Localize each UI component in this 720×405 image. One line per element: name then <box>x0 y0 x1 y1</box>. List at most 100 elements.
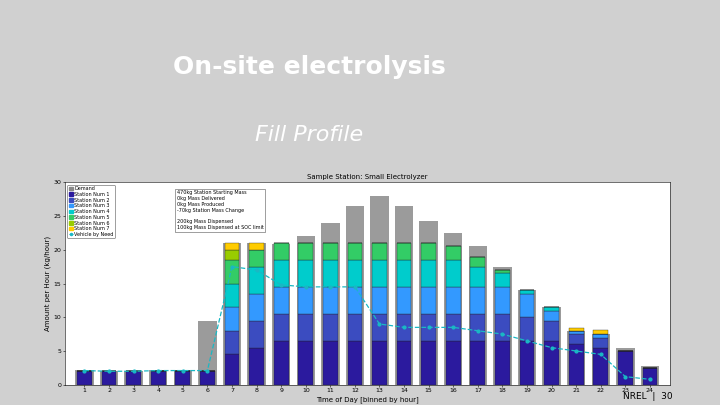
Bar <box>323 287 338 314</box>
Bar <box>200 371 215 385</box>
Bar <box>495 270 510 273</box>
Bar <box>372 314 387 341</box>
Bar <box>298 314 313 341</box>
Bar <box>569 328 583 331</box>
Bar <box>544 307 559 311</box>
Bar <box>248 243 266 385</box>
Bar <box>126 371 141 385</box>
Bar <box>470 256 485 266</box>
Bar <box>593 334 608 337</box>
Title: Sample Station: Small Electrolyzer: Sample Station: Small Electrolyzer <box>307 175 428 181</box>
Bar <box>372 243 387 260</box>
Bar <box>420 222 438 385</box>
Bar <box>323 314 338 341</box>
Bar <box>225 284 239 307</box>
Bar <box>542 307 561 385</box>
Bar <box>493 266 512 385</box>
Bar <box>446 287 461 314</box>
X-axis label: Time of Day [binned by hour]: Time of Day [binned by hour] <box>316 396 418 403</box>
Bar <box>446 260 461 287</box>
Bar <box>421 314 436 341</box>
Bar <box>372 341 387 385</box>
Bar <box>249 250 264 266</box>
Bar <box>249 243 264 250</box>
Bar <box>323 243 338 260</box>
Bar <box>641 366 659 385</box>
Bar <box>225 354 239 385</box>
Bar <box>225 250 239 260</box>
Bar <box>346 206 364 385</box>
Bar <box>495 273 510 287</box>
Bar <box>249 294 264 321</box>
Bar <box>76 370 94 385</box>
Bar <box>298 260 313 287</box>
Text: Fill Profile: Fill Profile <box>256 125 364 145</box>
Bar <box>469 246 487 385</box>
Bar <box>321 223 340 385</box>
Bar <box>446 246 461 260</box>
Bar <box>274 287 289 314</box>
Bar <box>397 260 411 287</box>
Bar <box>397 287 411 314</box>
Bar <box>569 344 583 385</box>
Bar <box>274 243 289 260</box>
Bar <box>222 243 241 385</box>
Bar <box>149 370 168 385</box>
Bar <box>102 371 117 385</box>
Bar <box>348 287 362 314</box>
Bar <box>421 260 436 287</box>
Bar <box>125 371 143 385</box>
Bar <box>618 351 633 385</box>
Bar <box>593 330 608 334</box>
Bar <box>446 341 461 385</box>
Bar <box>397 314 411 341</box>
Bar <box>225 307 239 331</box>
Bar <box>567 331 585 385</box>
Bar <box>495 341 510 385</box>
Bar <box>348 341 362 385</box>
Bar <box>323 260 338 287</box>
Bar <box>616 347 634 385</box>
Bar <box>297 236 315 385</box>
Bar <box>298 243 313 260</box>
Bar <box>298 287 313 314</box>
Bar <box>372 260 387 287</box>
Bar <box>569 334 583 344</box>
Bar <box>397 243 411 260</box>
Bar <box>249 347 264 385</box>
Bar <box>372 287 387 314</box>
Bar <box>274 341 289 385</box>
Bar <box>421 243 436 260</box>
Bar <box>77 371 92 385</box>
Bar <box>642 368 657 385</box>
Bar <box>225 260 239 283</box>
Bar <box>397 341 411 385</box>
Bar <box>348 260 362 287</box>
Bar <box>272 244 290 385</box>
Bar <box>421 341 436 385</box>
Bar <box>421 287 436 314</box>
Bar <box>544 311 559 321</box>
Legend: Demand, Station Num 1, Station Num 2, Station Num 3, Station Num 4, Station Num : Demand, Station Num 1, Station Num 2, St… <box>67 185 115 239</box>
Bar <box>225 243 239 250</box>
Bar <box>520 290 534 294</box>
Bar <box>544 321 559 341</box>
Bar <box>470 314 485 341</box>
Bar <box>298 341 313 385</box>
Bar <box>593 337 608 347</box>
Bar <box>370 196 389 385</box>
Bar <box>592 334 610 385</box>
Bar <box>151 371 166 385</box>
Bar <box>470 287 485 314</box>
Bar <box>249 266 264 294</box>
Text: On-site electrolysis: On-site electrolysis <box>174 55 446 79</box>
Bar <box>446 314 461 341</box>
Bar <box>274 260 289 287</box>
Bar <box>444 233 462 385</box>
Bar <box>274 314 289 341</box>
Bar <box>470 341 485 385</box>
Bar <box>544 341 559 385</box>
Bar <box>569 331 583 334</box>
Bar <box>518 290 536 385</box>
Bar <box>520 294 534 317</box>
